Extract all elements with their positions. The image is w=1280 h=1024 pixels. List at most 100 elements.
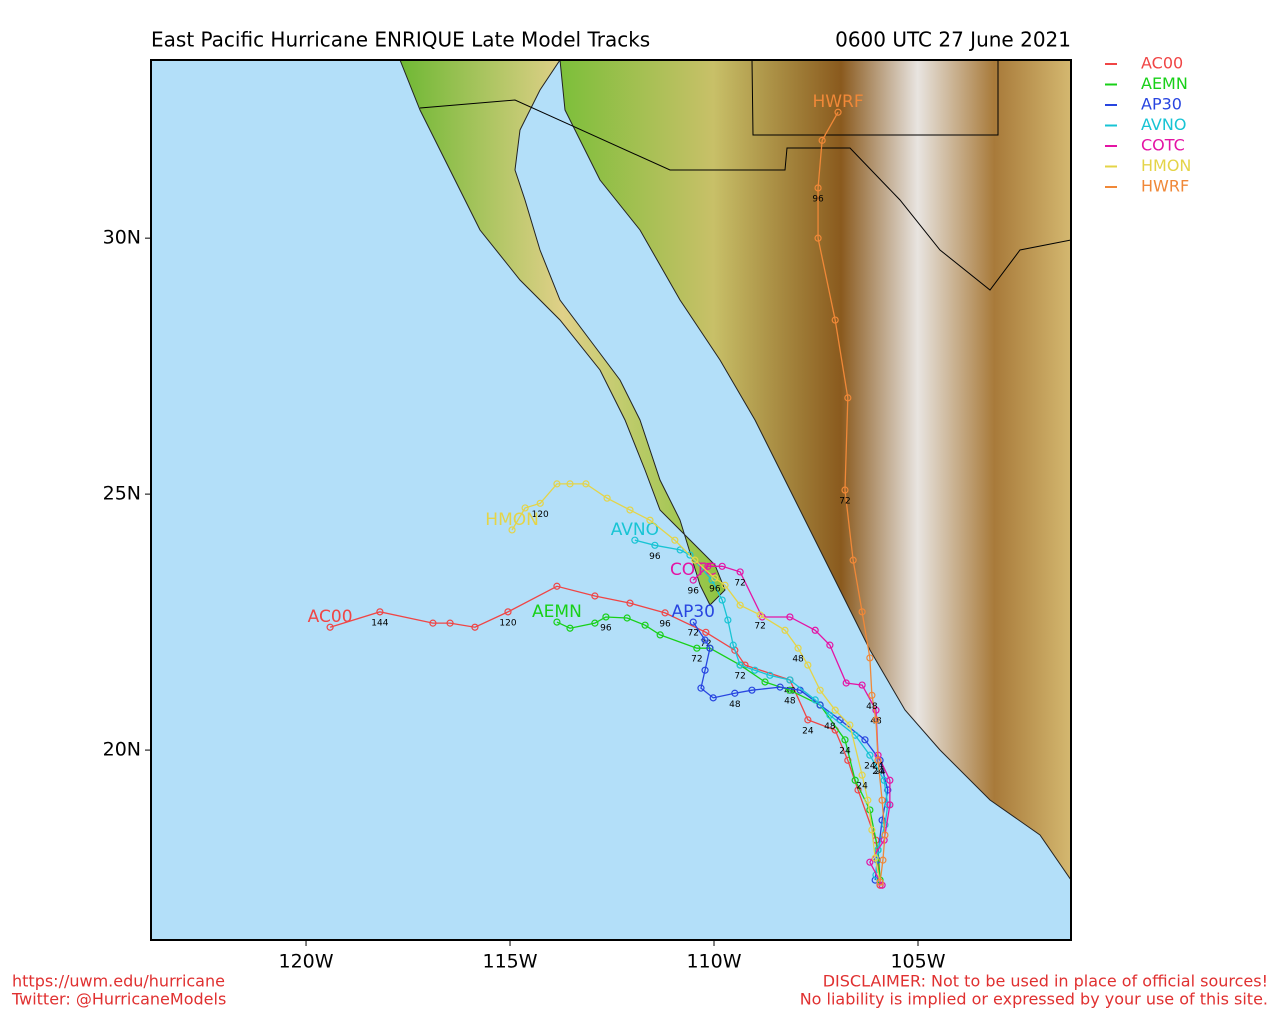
track-point — [866, 858, 874, 866]
hour-label: 24 — [856, 782, 868, 792]
hour-label: 72 — [839, 497, 850, 507]
hour-label: 24 — [874, 767, 886, 777]
track-name: AC00 — [308, 607, 353, 627]
track-point — [831, 316, 839, 324]
track-point — [842, 679, 850, 687]
track-point — [697, 684, 705, 692]
track-point — [841, 736, 849, 744]
y-tick-label: 20N — [103, 739, 141, 761]
hour-label: 96 — [649, 552, 661, 562]
track-point — [751, 666, 759, 674]
track-point — [651, 541, 659, 549]
track-point — [709, 694, 717, 702]
track-name: HMON — [485, 510, 539, 530]
track-point — [536, 499, 544, 507]
hour-label: 24 — [802, 726, 814, 736]
hour-label: 48 — [784, 686, 796, 696]
track-point — [711, 574, 719, 582]
border — [751, 60, 999, 136]
hour-label: 48 — [729, 700, 741, 710]
hour-label: 24 — [864, 762, 876, 772]
track-point — [602, 613, 610, 621]
track-point — [884, 801, 892, 809]
track-point — [811, 696, 819, 704]
track-point — [881, 831, 889, 839]
track-name: HWRF — [812, 92, 863, 112]
track-point — [631, 536, 639, 544]
track-point — [603, 494, 611, 502]
baja-land — [399, 60, 726, 606]
track-point — [874, 756, 882, 764]
x-tick-label: 105W — [890, 951, 945, 973]
map: 24 48 72 96 120 144 AC00 24 48 72 96 AEMN 24 48 72 AP30… — [151, 60, 1071, 940]
border — [419, 99, 1071, 291]
track-point — [786, 676, 794, 684]
track-point — [861, 736, 869, 744]
x-tick-label: 120W — [279, 951, 334, 973]
track-point — [376, 608, 384, 616]
track-point — [693, 644, 701, 652]
track-point — [701, 636, 709, 644]
track-point — [676, 546, 684, 554]
hour-label: 120 — [532, 510, 549, 520]
track-point — [566, 480, 574, 488]
track-point — [508, 526, 516, 534]
track-point — [781, 626, 789, 634]
track-point — [844, 756, 852, 764]
track-point — [874, 846, 882, 854]
track-point — [724, 616, 732, 624]
legend-label: AP30 — [1141, 95, 1182, 114]
track-point — [471, 623, 479, 631]
track-line — [329, 585, 881, 886]
subtitle: 0600 UTC 27 June 2021 — [835, 28, 1071, 52]
track-point — [878, 796, 886, 804]
track-point — [814, 184, 822, 192]
track-point — [591, 592, 599, 600]
track-point — [646, 516, 654, 524]
track-point — [844, 394, 852, 402]
footer: https://uwm.edu/hurricane — [12, 972, 225, 991]
hour-label: 72 — [754, 621, 765, 631]
hour-label: 48 — [784, 697, 796, 707]
track-point — [736, 601, 744, 609]
hour-label: 72 — [700, 639, 711, 649]
track-point — [691, 556, 699, 564]
track-point — [553, 618, 561, 626]
track-point — [718, 562, 726, 570]
track-point — [868, 691, 876, 699]
hour-label: 48 — [792, 655, 804, 665]
track-point — [626, 599, 634, 607]
track-point — [721, 581, 729, 589]
title: East Pacific Hurricane ENRIQUE Late Mode… — [151, 28, 650, 52]
footer: Twitter: @HurricaneModels — [11, 990, 226, 1009]
track-point — [566, 624, 574, 632]
hour-label: 144 — [371, 618, 388, 628]
track-point — [686, 551, 694, 559]
track-line — [556, 616, 881, 881]
track-name: AP30 — [671, 602, 715, 622]
track-point — [748, 686, 756, 694]
track-point — [826, 711, 834, 719]
hour-label: 96 — [687, 587, 699, 597]
track-point — [521, 504, 529, 512]
track-point — [864, 796, 872, 804]
legend-label: AC00 — [1141, 54, 1183, 73]
track-point — [858, 681, 866, 689]
track-point — [872, 716, 880, 724]
track-point — [858, 771, 866, 779]
track-point — [841, 486, 849, 494]
track-point — [786, 613, 794, 621]
track-line — [817, 111, 886, 883]
legend-label: HWRF — [1141, 177, 1189, 196]
y-tick-label: 25N — [103, 483, 141, 505]
track-point — [814, 234, 822, 242]
track-point — [804, 661, 812, 669]
track-point — [818, 136, 826, 144]
track-point — [689, 618, 697, 626]
track-name: COTC — [670, 560, 717, 580]
hour-label: 96 — [659, 619, 671, 629]
track-point — [656, 631, 664, 639]
track-point — [866, 751, 874, 759]
track-point — [849, 556, 857, 564]
